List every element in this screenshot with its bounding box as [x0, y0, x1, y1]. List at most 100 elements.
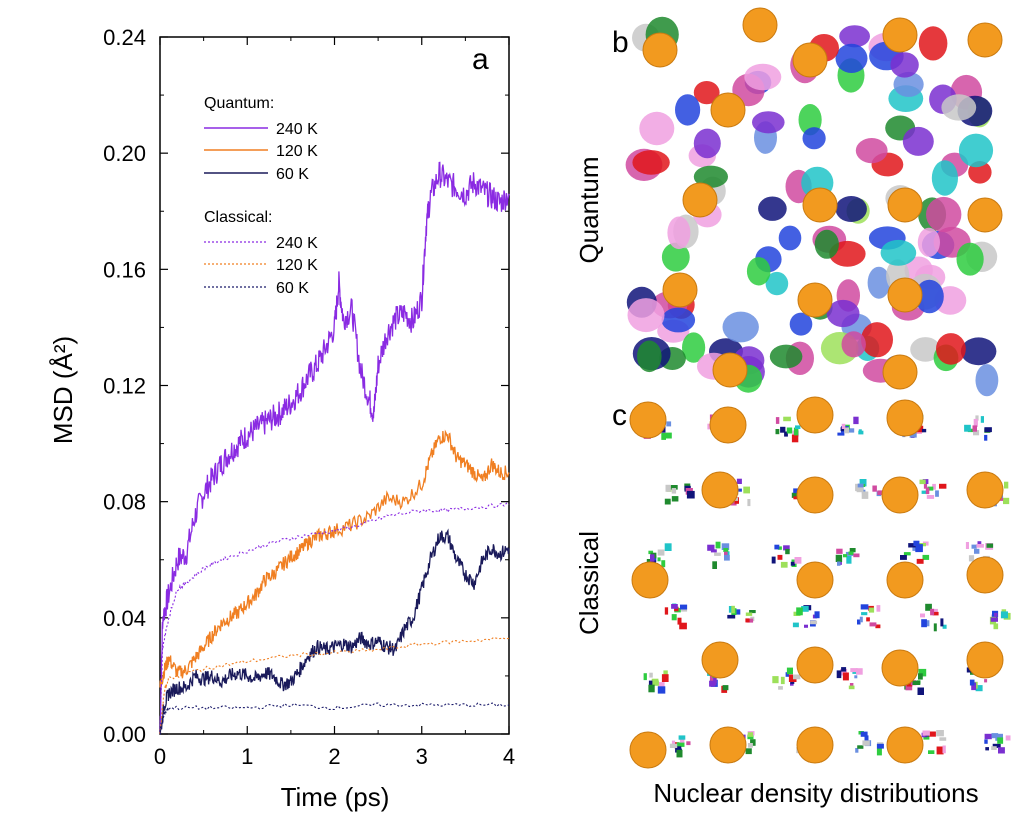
density-cluster-pixel: [974, 548, 980, 554]
density-cluster-pixel: [669, 743, 678, 748]
density-cluster-pixel: [775, 429, 780, 435]
density-blob: [826, 299, 860, 328]
density-cluster-pixel: [857, 619, 861, 625]
atom-sphere: [966, 556, 1004, 594]
density-cluster-pixel: [721, 543, 730, 550]
density-cluster-pixel: [804, 624, 808, 628]
density-blob: [917, 227, 941, 257]
legend: Quantum: 240 K 120 K 60 K Classical: 240…: [204, 95, 318, 297]
atom-sphere: [742, 7, 778, 43]
density-cluster-pixel: [713, 677, 717, 686]
density-cluster-pixel: [771, 556, 776, 564]
density-blob: [744, 63, 782, 91]
density-cluster-pixel: [846, 428, 855, 433]
density-cluster-pixel: [856, 668, 863, 675]
density-cluster-pixel: [814, 611, 820, 619]
density-cluster-pixel: [857, 745, 864, 749]
density-blob: [667, 216, 691, 250]
atom-sphere: [701, 641, 739, 679]
density-cluster-pixel: [657, 557, 661, 562]
density-cluster-pixel: [686, 490, 695, 499]
density-cluster-pixel: [986, 543, 994, 548]
density-blob: [975, 364, 999, 397]
atom-sphere: [629, 731, 667, 769]
density-blob: [637, 340, 662, 373]
x-axis-ticks: 0 1 2 3 4: [154, 37, 515, 769]
density-cluster-pixel: [679, 738, 685, 743]
density-cluster-pixel: [984, 739, 988, 744]
density-cluster-pixel: [991, 733, 999, 739]
panel-letter-b: b: [612, 26, 629, 59]
density-cluster-pixel: [964, 424, 971, 432]
density-cluster-pixel: [722, 685, 729, 691]
density-blob: [675, 94, 701, 126]
series-line-quantum-120k: [159, 429, 510, 688]
x-axis-title: Time (ps): [281, 782, 390, 812]
density-cluster-pixel: [977, 541, 982, 546]
density-blob: [960, 337, 997, 366]
density-cluster-pixel: [793, 674, 801, 680]
atom-sphere: [882, 354, 918, 390]
density-cluster-pixel: [783, 545, 790, 551]
density-cluster-pixel: [1005, 735, 1011, 741]
density-cluster-pixel: [928, 731, 936, 737]
density-cluster-pixel: [860, 731, 868, 737]
density-blob: [722, 311, 759, 343]
density-blob: [918, 26, 948, 61]
density-cluster-pixel: [848, 551, 854, 555]
density-cluster-pixel: [795, 425, 801, 429]
x-tick-label: 4: [503, 744, 515, 769]
msd-chart: 0.00 0.04 0.08 0.12 0.16 0.20 0.24 0 1 2 3 4 a Tim…: [48, 25, 515, 812]
atom-sphere: [796, 646, 834, 684]
density-cluster-pixel: [912, 680, 921, 685]
density-cluster-pixel: [786, 427, 793, 434]
density-blob: [752, 111, 785, 134]
density-cluster-pixel: [939, 483, 947, 489]
density-cluster-pixel: [780, 426, 786, 433]
density-cluster-pixel: [731, 605, 735, 614]
density-cluster-pixel: [1004, 481, 1009, 489]
legend-group-classical: Classical:: [204, 209, 272, 226]
atom-sphere: [966, 641, 1004, 679]
density-cluster-pixel: [1000, 611, 1008, 619]
density-cluster-pixel: [836, 670, 842, 679]
density-cluster-pixel: [810, 620, 818, 625]
density-cluster-pixel: [848, 685, 855, 690]
density-cluster-pixel: [678, 735, 686, 740]
density-cluster-pixel: [850, 668, 858, 673]
density-cluster-pixel: [664, 498, 671, 505]
density-cluster-pixel: [736, 478, 742, 484]
density-cluster-pixel: [935, 490, 939, 497]
density-cluster-pixel: [968, 555, 975, 562]
density-cluster-pixel: [664, 607, 669, 615]
density-cluster-pixel: [665, 484, 671, 492]
density-cluster-pixel: [984, 434, 988, 441]
density-cluster-pixel: [793, 488, 800, 494]
density-blob: [814, 229, 839, 259]
atom-sphere: [796, 476, 834, 514]
density-cluster-pixel: [980, 416, 984, 423]
density-cluster-pixel: [853, 416, 859, 425]
series-line-quantum-240k: [159, 161, 510, 735]
density-cluster-pixel: [876, 748, 882, 756]
density-cluster-pixel: [671, 496, 679, 502]
density-cluster-pixel: [933, 623, 937, 632]
density-cluster-pixel: [712, 561, 717, 569]
density-cluster-pixel: [676, 749, 683, 758]
density-cluster-pixel: [918, 673, 923, 680]
density-cluster-pixel: [984, 427, 992, 433]
density-cluster-pixel: [671, 488, 677, 494]
density-cluster-pixel: [786, 667, 793, 675]
y-tick-label: 0.12: [103, 374, 146, 399]
density-cluster-pixel: [869, 622, 877, 627]
density-cluster-pixel: [916, 558, 924, 564]
density-cluster-pixel: [715, 541, 721, 549]
density-cluster-pixel: [649, 672, 653, 678]
density-cluster-pixel: [861, 612, 868, 616]
plot-frame: [159, 36, 510, 735]
density-cluster-pixel: [859, 479, 867, 487]
panel-c-side-label: Classical: [574, 531, 604, 635]
density-cluster-pixel: [707, 544, 715, 551]
density-cluster-pixel: [924, 620, 930, 627]
